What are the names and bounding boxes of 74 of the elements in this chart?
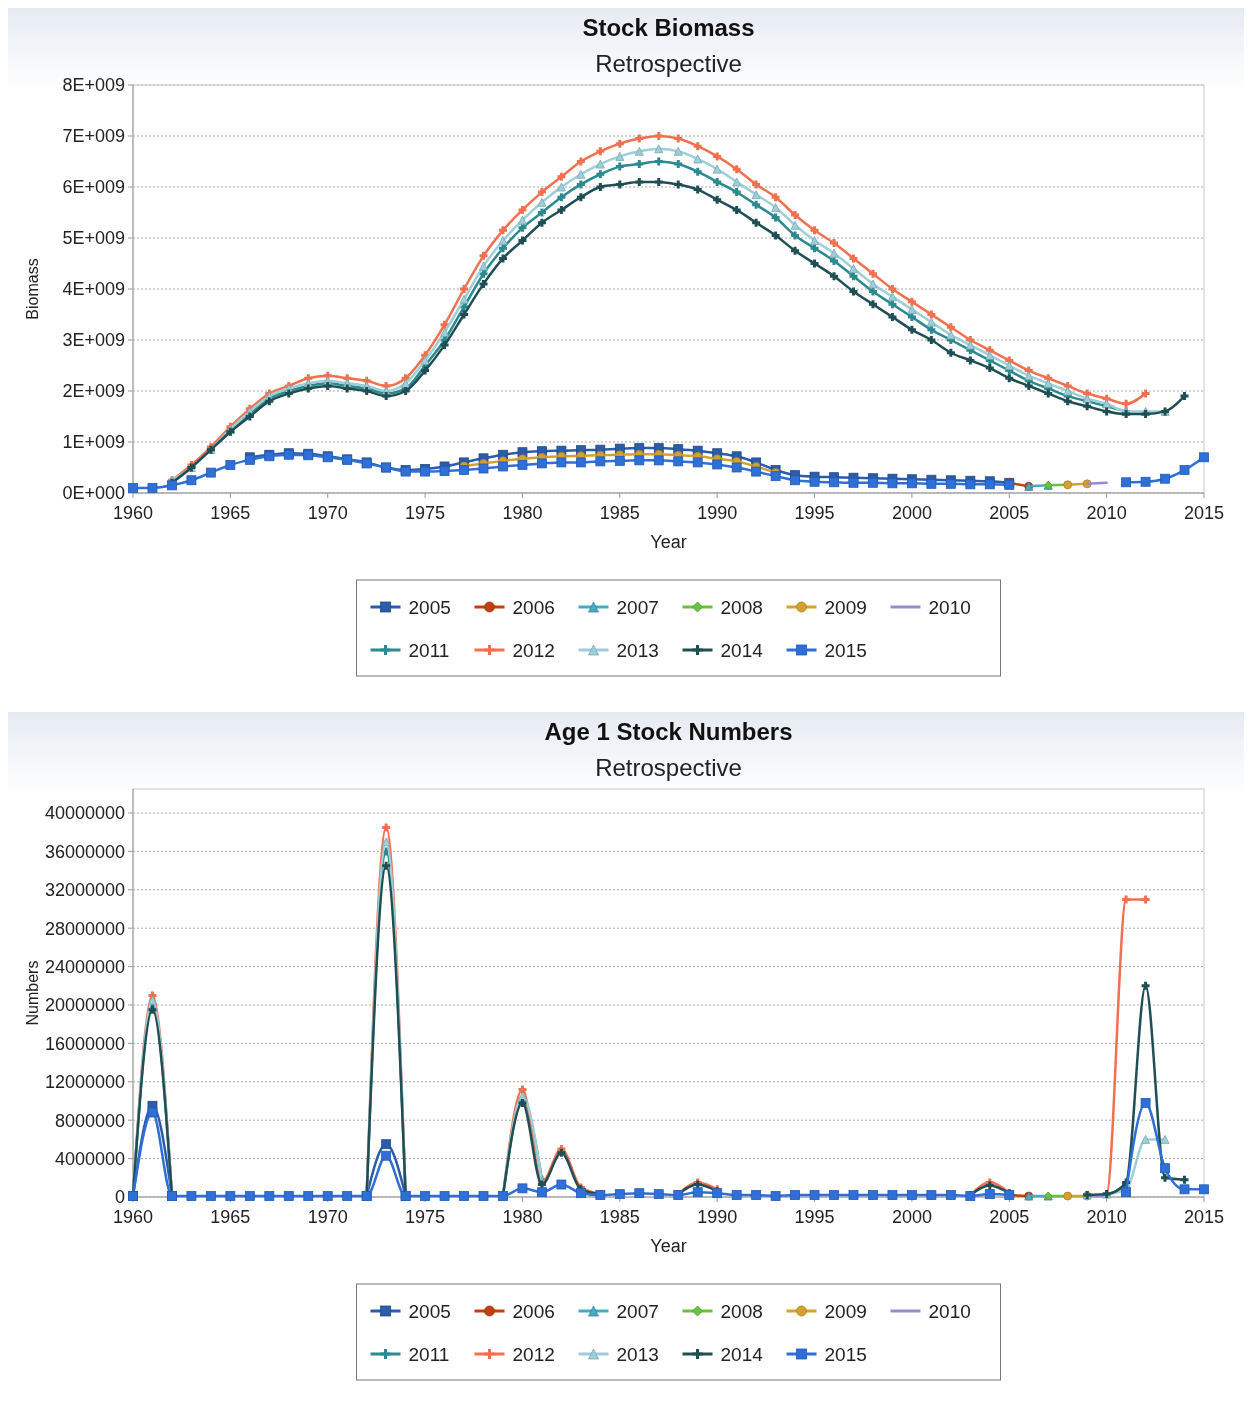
legend-label: 2009 <box>824 596 867 618</box>
x-tick-label: 1975 <box>405 503 446 523</box>
y-tick-label: 36000000 <box>44 841 125 862</box>
x-tick-label: 1965 <box>210 1207 251 1227</box>
x-tick-label: 2005 <box>989 503 1030 523</box>
chart-title: Stock Biomass <box>582 14 755 41</box>
x-tick-label: 1970 <box>307 503 348 523</box>
y-axis-title: Numbers <box>24 960 41 1026</box>
y-tick-label: 4E+009 <box>62 279 125 300</box>
y-tick-label: 8000000 <box>54 1110 125 1131</box>
y-tick-label: 8E+009 <box>62 75 125 96</box>
legend-label: 2010 <box>928 1300 971 1322</box>
y-tick-label: 24000000 <box>44 956 125 977</box>
y-tick-label: 0E+000 <box>62 483 125 504</box>
y-tick-label: 3E+009 <box>62 330 125 351</box>
legend-label: 2013 <box>616 1343 659 1365</box>
y-tick-label: 4000000 <box>54 1148 125 1169</box>
x-tick-label: 1995 <box>794 1207 835 1227</box>
legend-label: 2012 <box>512 639 555 661</box>
y-tick-label: 2E+009 <box>62 381 125 402</box>
chart-subtitle: Retrospective <box>595 754 742 781</box>
x-tick-label: 1990 <box>697 1207 738 1227</box>
y-axis-title: Biomass <box>24 258 41 320</box>
x-tick-label: 2000 <box>891 1207 932 1227</box>
legend-label: 2007 <box>616 1300 659 1322</box>
y-tick-label: 5E+009 <box>62 228 125 249</box>
x-tick-label: 2015 <box>1183 503 1225 523</box>
y-tick-label: 12000000 <box>44 1072 125 1093</box>
legend-label: 2014 <box>720 639 764 661</box>
x-tick-label: 2010 <box>1086 503 1127 523</box>
x-tick-label: 1970 <box>307 1207 348 1227</box>
y-tick-label: 20000000 <box>44 995 125 1016</box>
x-tick-label: 1960 <box>112 503 154 523</box>
x-tick-label: 2010 <box>1086 1207 1127 1227</box>
y-tick-label: 28000000 <box>44 918 125 939</box>
x-tick-label: 1975 <box>405 1207 446 1227</box>
chart-subtitle: Retrospective <box>595 50 742 77</box>
x-tick-label: 1965 <box>210 503 251 523</box>
y-tick-label: 16000000 <box>44 1033 125 1054</box>
legend-label: 2008 <box>720 1300 763 1322</box>
x-tick-label: 1990 <box>697 503 738 523</box>
y-tick-label: 7E+009 <box>62 126 125 147</box>
legend-label: 2011 <box>408 1343 450 1365</box>
x-tick-label: 1995 <box>794 503 835 523</box>
legend-label: 2012 <box>512 1343 555 1365</box>
legend-label: 2008 <box>720 596 763 618</box>
legend-label: 2007 <box>616 596 659 618</box>
y-tick-label: 32000000 <box>44 880 125 901</box>
x-tick-label: 1980 <box>502 503 543 523</box>
x-axis-title: Year <box>650 1236 687 1256</box>
x-tick-label: 2015 <box>1183 1207 1225 1227</box>
legend-label: 2010 <box>928 596 971 618</box>
legend-label: 2015 <box>824 639 867 661</box>
y-tick-label: 0 <box>114 1187 125 1208</box>
x-tick-label: 1985 <box>599 503 640 523</box>
x-tick-label: 1985 <box>599 1207 640 1227</box>
x-tick-label: 2005 <box>989 1207 1030 1227</box>
x-tick-label: 2000 <box>891 503 932 523</box>
legend-label: 2011 <box>408 639 450 661</box>
legend-label: 2009 <box>824 1300 867 1322</box>
y-tick-label: 6E+009 <box>62 177 125 198</box>
x-tick-label: 1980 <box>502 1207 543 1227</box>
chart-title: Age 1 Stock Numbers <box>544 718 793 745</box>
legend-label: 2014 <box>720 1343 764 1365</box>
legend-label: 2013 <box>616 639 659 661</box>
legend-label: 2006 <box>512 596 555 618</box>
legend-label: 2006 <box>512 1300 555 1322</box>
legend-label: 2015 <box>824 1343 867 1365</box>
y-tick-label: 1E+009 <box>62 432 125 453</box>
x-axis-title: Year <box>650 532 687 552</box>
legend-label: 2005 <box>408 1300 451 1322</box>
x-tick-label: 1960 <box>112 1207 154 1227</box>
legend-label: 2005 <box>408 596 451 618</box>
y-tick-label: 40000000 <box>44 803 125 824</box>
